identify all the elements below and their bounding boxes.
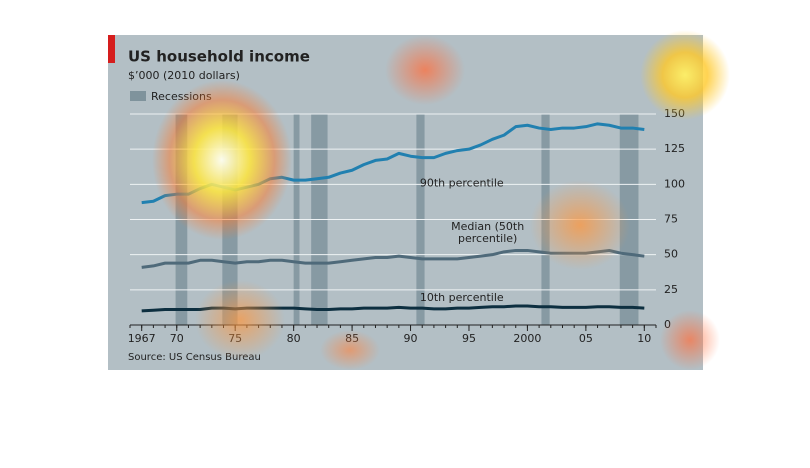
series-label: 90th percentile bbox=[420, 177, 504, 190]
series-label: Median (50th percentile) bbox=[451, 219, 525, 245]
y-tick-label: 150 bbox=[664, 107, 685, 120]
subtitle: $’000 (2010 dollars) bbox=[128, 69, 240, 82]
chart-panel bbox=[108, 35, 703, 370]
legend-swatch bbox=[130, 91, 146, 101]
x-tick-label: 10 bbox=[637, 332, 651, 345]
x-tick-label: 05 bbox=[579, 332, 593, 345]
brand-bar bbox=[108, 35, 115, 63]
y-tick-label: 75 bbox=[664, 213, 678, 226]
x-tick-label: 95 bbox=[462, 332, 476, 345]
x-tick-label: 75 bbox=[228, 332, 242, 345]
y-tick-label: 0 bbox=[664, 318, 671, 331]
y-tick-label: 125 bbox=[664, 142, 685, 155]
series-label: 10th percentile bbox=[420, 291, 504, 304]
x-tick-label: 85 bbox=[345, 332, 359, 345]
x-tick-label: 90 bbox=[404, 332, 418, 345]
y-tick-label: 100 bbox=[664, 177, 685, 190]
x-tick-label: 80 bbox=[287, 332, 301, 345]
x-tick-label: 2000 bbox=[513, 332, 541, 345]
source: Source: US Census Bureau bbox=[128, 352, 261, 363]
chart-title: US household income bbox=[128, 48, 310, 66]
y-tick-label: 50 bbox=[664, 248, 678, 261]
x-tick-label: 1967 bbox=[128, 332, 156, 345]
legend-label: Recessions bbox=[151, 90, 212, 103]
y-tick-label: 25 bbox=[664, 283, 678, 296]
x-tick-label: 70 bbox=[170, 332, 184, 345]
